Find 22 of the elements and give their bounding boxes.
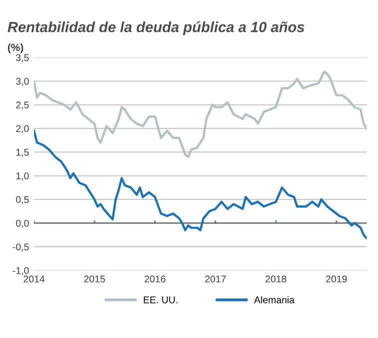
- line-series: [34, 130, 367, 240]
- x-tick-label: 2018: [266, 276, 286, 282]
- legend-label: Alemania: [254, 296, 295, 304]
- y-tick-label: -1,0: [12, 267, 29, 276]
- y-axis-title: (%): [8, 43, 24, 54]
- x-tick-label: 2014: [24, 276, 45, 282]
- chart-title: Rentabilidad de la deuda pública a 10 años: [8, 21, 304, 36]
- y-tick-label: -0,5: [12, 243, 29, 252]
- y-tick-label: 3,5: [16, 54, 29, 62]
- y-tick-label: 0,0: [16, 220, 29, 228]
- y-tick-label: 0,5: [16, 196, 29, 204]
- y-tick-label: 2,5: [16, 102, 29, 110]
- x-tick-label: 2017: [205, 276, 226, 282]
- y-tick-label: 1,0: [16, 172, 29, 181]
- x-tick-label: 2015: [84, 276, 105, 282]
- x-tick-label: 2016: [144, 276, 166, 282]
- legend-label: EE. UU.: [144, 296, 178, 304]
- line-series: [34, 70, 367, 158]
- x-tick-label: 2019: [326, 276, 347, 282]
- y-tick-label: 1,5: [16, 148, 29, 157]
- y-tick-label: 2,0: [16, 125, 29, 134]
- y-tick-label: 3,0: [16, 78, 29, 86]
